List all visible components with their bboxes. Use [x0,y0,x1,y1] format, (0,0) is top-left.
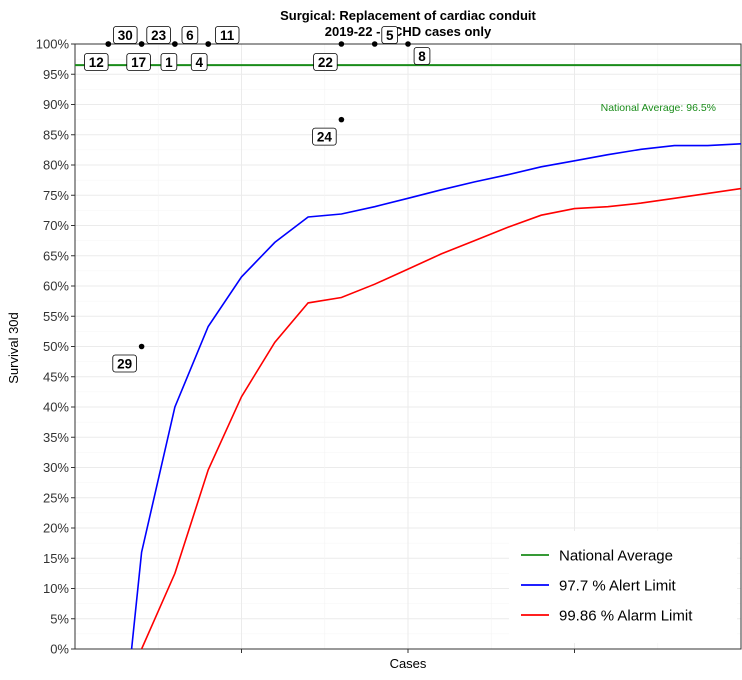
data-point [371,41,378,47]
data-point-label: 29 [112,354,137,373]
y-tick-label: 50% [43,339,69,354]
y-axis: 0% 5% 10% 15% 20% 25% 30% 35% 40% 45% 50% 55% 60% 65%… [36,37,75,657]
y-tick-label: 10% [43,581,69,596]
legend-label: 97.7 % Alert Limit [559,578,677,595]
x-axis [241,649,575,653]
data-point-label: 12 [84,53,109,71]
y-tick-label: 90% [43,97,69,112]
data-point [172,41,178,47]
plot-panel [74,43,742,650]
y-tick-label: 40% [43,400,69,415]
legend: National Average 97.7 % Alert Limit 99.86 … [509,531,737,643]
data-point-label-box [313,53,338,71]
data-point-label-text: 6 [186,28,194,43]
data-point-label-box [181,26,199,44]
data-point-label-box [381,26,398,44]
data-point-label-text: 1 [165,55,173,70]
data-point [338,41,345,47]
data-point-label-box [112,354,137,373]
data-point-label-text: 4 [195,55,203,70]
y-tick-label: 45% [43,369,69,384]
national-average-label: National Average: 96.5% [601,102,716,114]
data-point-label-text: 22 [318,55,333,70]
data-point [405,41,411,47]
data-point-label-text: 23 [151,28,167,43]
data-point-label-box [413,47,431,65]
y-tick-label: 25% [43,490,69,505]
data-point-label-text: 11 [220,28,235,43]
chart-subtitle: 2019-22 - ACHD cases only [325,24,492,39]
data-point-label: 22 [313,53,338,71]
title-layer: Surgical: Replacement of cardiac conduit… [280,8,536,39]
data-point-label-text: 17 [131,55,146,70]
y-axis-title: Survival 30d [6,312,21,384]
data-point [138,343,145,350]
legend-label: 99.86 % Alarm Limit [559,608,693,625]
alert-limit-line [130,143,742,650]
y-tick-label: 80% [43,158,69,173]
legend-label: National Average [559,548,673,565]
data-point [338,116,345,123]
data-point-label: 30 [113,26,138,44]
data-point-label: 6 [181,26,199,44]
y-tick-label: 60% [43,279,69,294]
y-tick-label: 0% [50,642,69,657]
chart-title: Surgical: Replacement of cardiac conduit [280,8,536,23]
y-tick-label: 5% [50,611,69,626]
series-layer: National Average: 96.5% [75,64,742,650]
y-tick-label: 15% [43,551,69,566]
data-point-label: 5 [381,26,398,44]
y-tick-label: 70% [43,218,69,233]
y-tick-label: 95% [43,67,69,82]
data-point-label-box [312,127,337,146]
data-point-label-box [146,26,171,44]
data-point [205,41,211,47]
y-tick-label: 75% [43,188,69,203]
data-point-label-box [190,53,208,71]
data-point-label: 11 [214,26,240,44]
data-point-label: 23 [146,26,171,44]
data-point-label-box [84,53,109,71]
data-point-label-box [126,53,151,71]
data-point-label: 17 [126,53,151,71]
data-point-label-text: 8 [418,49,426,64]
data-point-label: 4 [190,53,208,71]
data-point-label-text: 5 [386,28,394,43]
alarm-limit-line [140,187,742,650]
y-tick-label: 35% [43,430,69,445]
y-tick-label: 85% [43,127,69,142]
y-tick-label: 30% [43,460,69,475]
data-point-label-text: 30 [118,28,133,43]
data-point-label: 8 [413,47,431,65]
x-axis-title: Cases [390,656,427,671]
data-point-label-box [113,26,138,44]
data-point [138,41,145,47]
data-point [105,41,112,47]
data-point-label-box [214,26,240,44]
data-point-label-text: 29 [117,357,132,372]
y-tick-label: 100% [36,37,70,52]
data-point-label: 24 [312,127,337,146]
data-point-label-box [160,53,178,71]
data-point-label: 1 [160,53,178,71]
legend-box [509,531,737,643]
y-tick-label: 65% [43,248,69,263]
data-point-label-text: 12 [89,55,104,70]
data-point-label-text: 24 [317,130,333,145]
points-layer: 12 30 17 23 164 11 22 5 8 24 29 [84,26,431,373]
y-tick-label: 55% [43,309,69,324]
y-tick-label: 20% [43,521,69,536]
